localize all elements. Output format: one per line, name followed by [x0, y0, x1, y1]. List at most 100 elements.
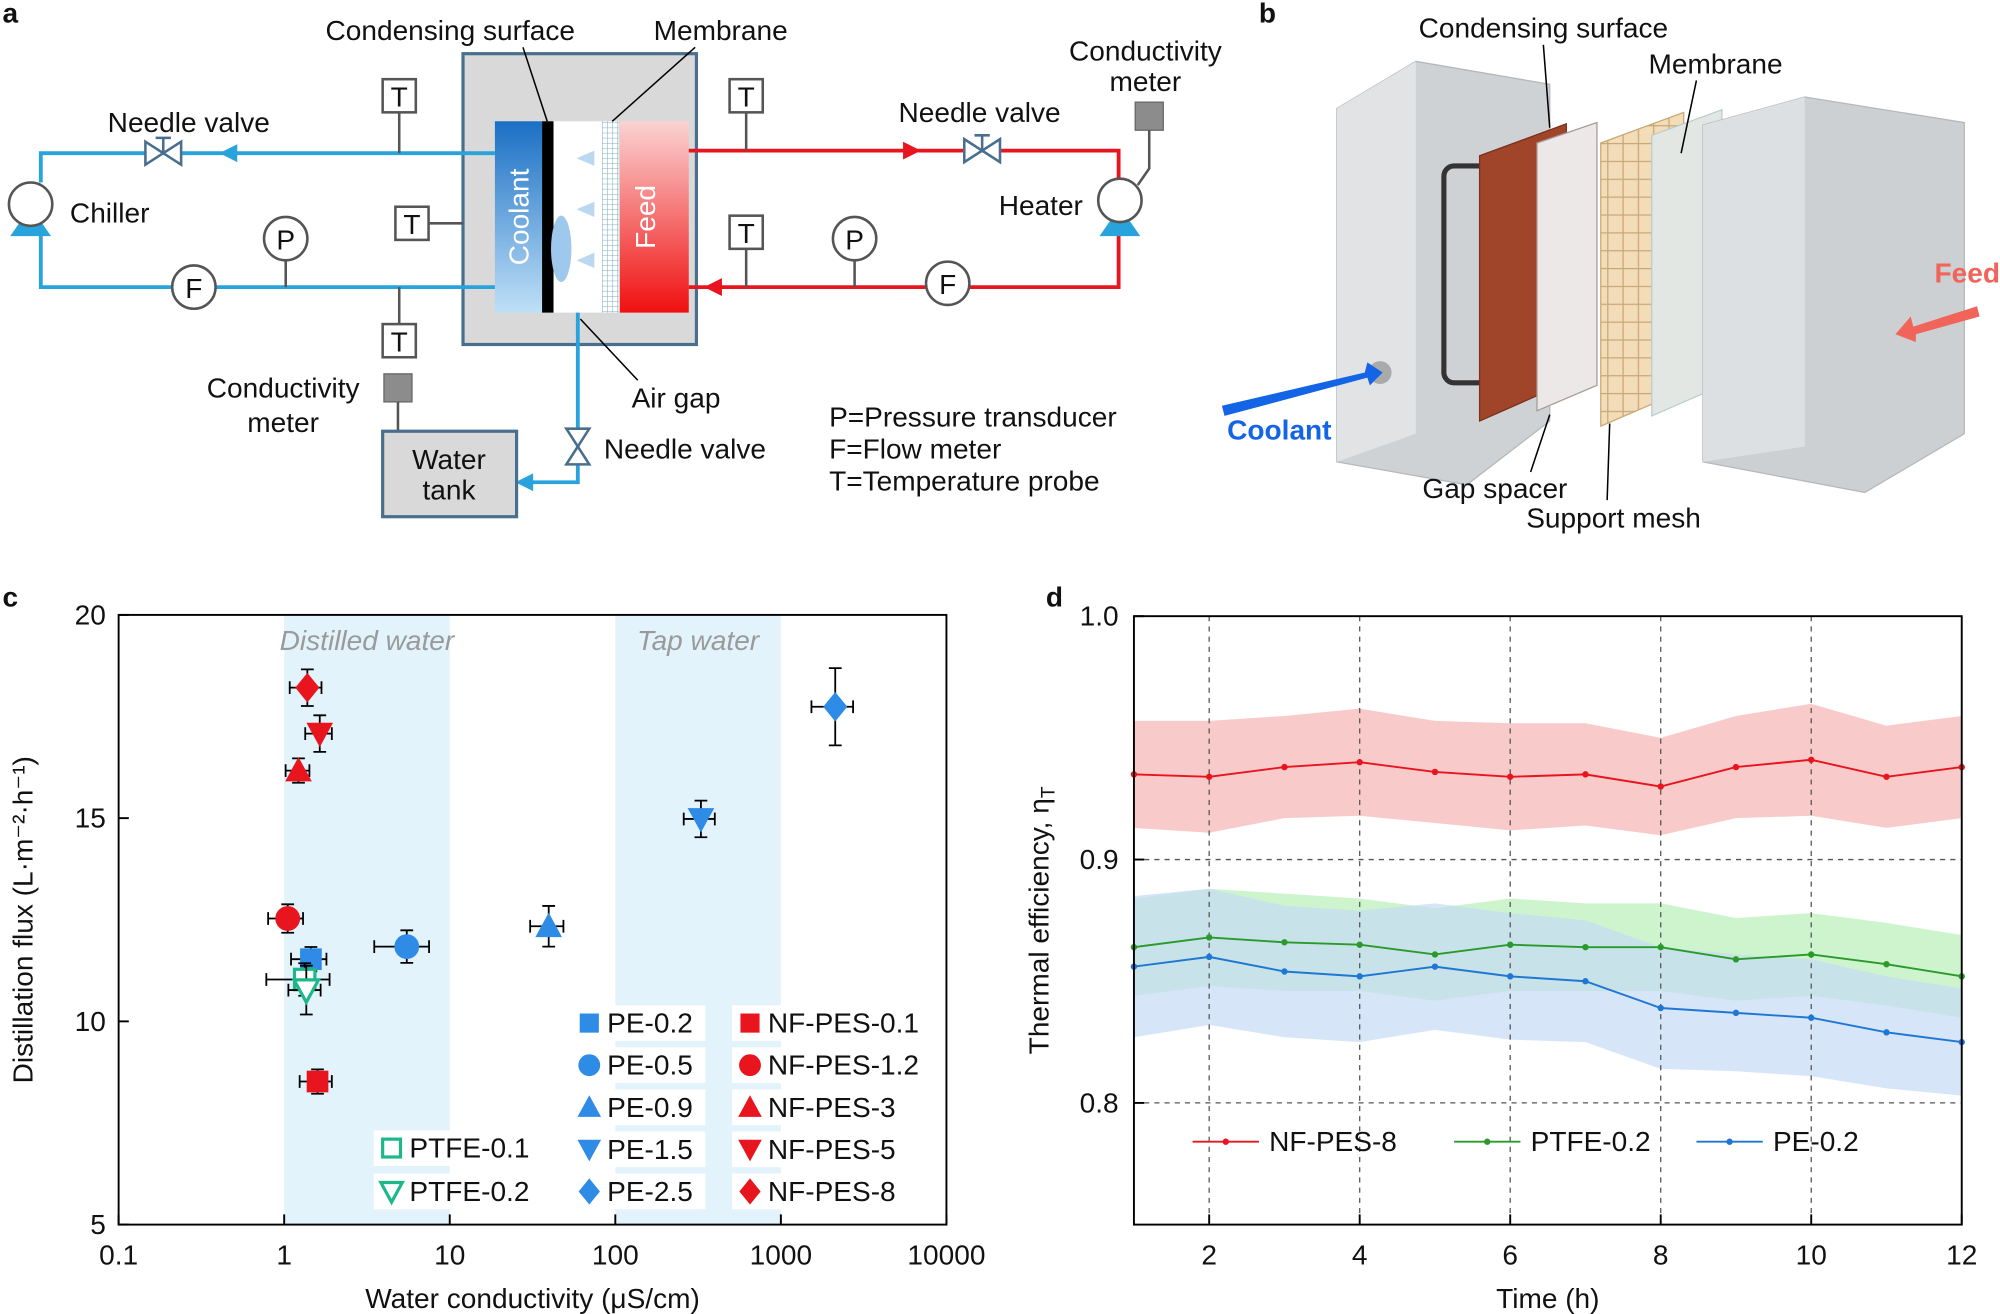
y-tick-label: 1.0	[1080, 601, 1119, 632]
leader	[1606, 423, 1611, 501]
sensor-label: F	[939, 269, 956, 300]
condensing-surface-label: Condensing surface	[326, 15, 575, 46]
marker	[394, 934, 420, 959]
point	[1356, 941, 1363, 948]
point	[1281, 968, 1288, 975]
water-tank	[381, 429, 519, 519]
point	[1582, 978, 1589, 985]
point	[1356, 759, 1363, 766]
sensor-label: T	[403, 209, 420, 240]
error-band	[1133, 888, 1962, 1096]
feed-label: Feed	[1935, 258, 2000, 289]
x-tick-label: 0.1	[99, 1240, 138, 1271]
point	[1582, 771, 1589, 778]
membrane-label: Membrane	[1649, 48, 1783, 79]
legend-label: PE-0.2	[1773, 1126, 1859, 1157]
marker	[285, 757, 312, 782]
leader	[522, 47, 548, 122]
gap-spacer-label: Gap spacer	[1422, 473, 1567, 504]
flow-arrow	[704, 278, 722, 297]
region-label: Tap water	[637, 625, 761, 656]
gap-spacer	[1536, 121, 1598, 412]
point	[1507, 973, 1514, 980]
membrane	[602, 121, 619, 313]
point	[1356, 973, 1363, 980]
legend-label: PTFE-0.2	[1531, 1126, 1651, 1157]
legend-background	[732, 1089, 898, 1126]
flow-arrow	[903, 141, 921, 160]
charts: c Distilled water Tap water 5 10 15 20 0.1 1 10 10…	[3, 582, 1978, 1314]
legend-label: PE-0.5	[607, 1050, 693, 1081]
y-tick-label: 20	[75, 599, 106, 630]
meter-label: meter	[1110, 66, 1182, 97]
valve-label: Needle valve	[108, 107, 270, 138]
point	[1507, 773, 1514, 780]
legend-marker	[738, 1139, 762, 1162]
sensor	[728, 214, 765, 251]
pump	[7, 181, 54, 237]
legend-marker	[1222, 1138, 1229, 1145]
point	[1808, 951, 1815, 958]
needle-valve	[144, 136, 183, 167]
droplet	[551, 215, 572, 282]
x-tick-label: 10	[434, 1240, 465, 1271]
leader	[1529, 414, 1551, 473]
marker	[687, 808, 715, 833]
legend-marker	[578, 1054, 601, 1077]
marker	[275, 906, 301, 931]
legend-marker	[577, 1139, 602, 1162]
chart-c: c Distilled water Tap water 5 10 15 20 0.1 1 10 10…	[3, 582, 986, 1314]
key: F=Flow meter	[829, 434, 1001, 465]
x-tick-label: 10	[1796, 1240, 1827, 1271]
point	[1883, 1029, 1890, 1036]
legend-label: NF-PES-8	[768, 1176, 896, 1207]
panel-label: b	[1259, 0, 1276, 28]
legend-marker	[739, 1178, 761, 1205]
point	[1205, 773, 1213, 780]
point	[1883, 961, 1890, 968]
panel-b: b Coolant Feed Condensing surface Membra…	[1221, 0, 2000, 533]
plot-frame	[117, 613, 948, 1226]
legend-background	[732, 1005, 930, 1041]
legend-label: NF-PES-8	[1269, 1126, 1397, 1157]
y-axis-label: Thermal efficiency, ηT	[1023, 786, 1059, 1054]
legend-label: PE-2.5	[607, 1176, 693, 1207]
panel-label: c	[3, 582, 19, 613]
marker	[306, 1070, 329, 1093]
x-tick-label: 10000	[907, 1240, 985, 1271]
coolant-arrow	[1221, 362, 1383, 416]
error-band	[1133, 703, 1962, 836]
point	[1808, 1014, 1815, 1021]
point	[1808, 756, 1815, 763]
legend-label: NF-PES-5	[768, 1134, 896, 1165]
sensor-label: T	[391, 82, 408, 113]
sensor	[728, 77, 765, 114]
point	[1657, 943, 1664, 951]
legend-label: PE-0.9	[607, 1092, 693, 1123]
conductivity-meter	[383, 373, 413, 403]
key: T=Temperature probe	[829, 465, 1099, 496]
sensor-label: T	[391, 326, 408, 357]
sensor	[831, 215, 878, 262]
legend-label: NF-PES-3	[768, 1092, 896, 1123]
x-tick-label: 12	[1946, 1240, 1977, 1271]
legend-label: PTFE-0.1	[409, 1133, 529, 1164]
point	[1281, 939, 1288, 946]
x-tick-label: 6	[1502, 1240, 1518, 1271]
line	[1133, 936, 1962, 978]
sensor	[924, 260, 971, 307]
legend-marker	[1726, 1138, 1733, 1145]
coolant-channel	[494, 121, 543, 313]
legend-marker	[740, 1013, 760, 1033]
meter-label: Conductivity	[1069, 36, 1222, 67]
x-tick-label: 8	[1653, 1240, 1669, 1271]
marker	[535, 912, 563, 938]
legend-marker	[579, 1013, 599, 1033]
x-axis-label: Time (h)	[1496, 1283, 1599, 1314]
sensor	[381, 77, 418, 114]
line	[1133, 758, 1962, 788]
point	[1431, 768, 1439, 776]
sensor	[394, 205, 430, 242]
